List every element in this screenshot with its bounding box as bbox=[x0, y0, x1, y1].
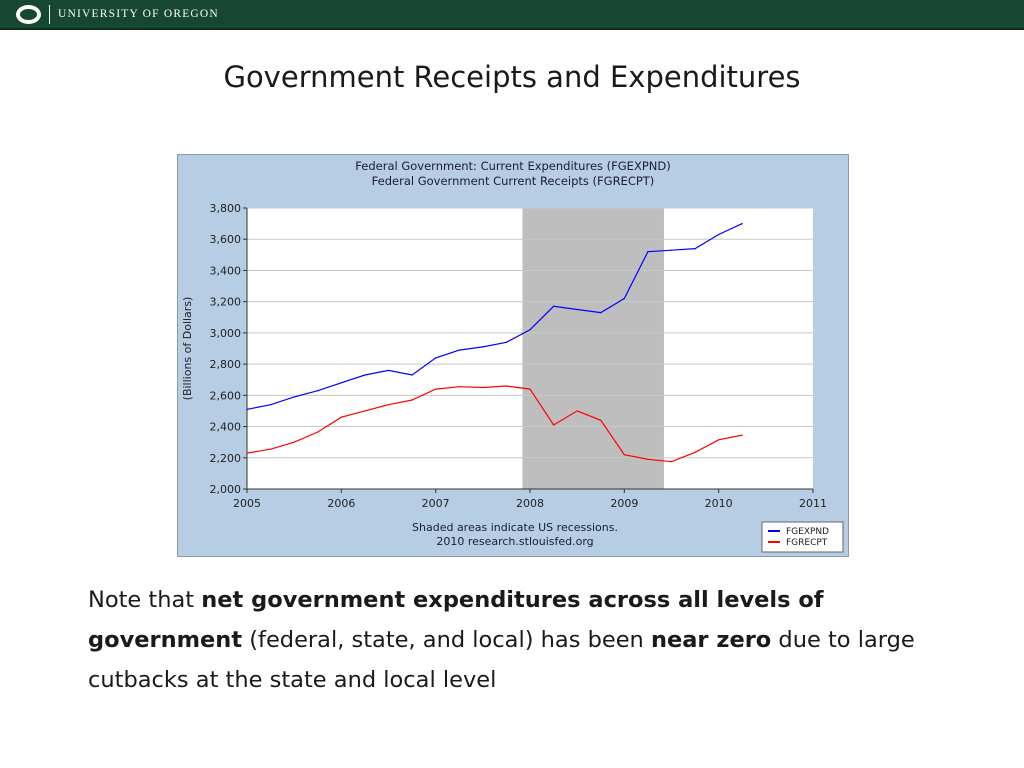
x-tick-label: 2009 bbox=[610, 497, 638, 510]
data-point-fgexpnd bbox=[600, 311, 602, 314]
x-tick-label: 2008 bbox=[516, 497, 544, 510]
data-point-fgrecpt bbox=[552, 424, 555, 426]
chart-container: 2,000 2,200 2,400 2,600 2,800 3,000 3,200 3,400… bbox=[177, 154, 849, 557]
data-point-fgexpnd bbox=[670, 249, 673, 251]
y-axis-label: (Billions of Dollars) bbox=[181, 297, 194, 401]
chart-footnote: Shaded areas indicate US recessions. bbox=[412, 521, 618, 534]
x-tick-label: 2007 bbox=[422, 497, 450, 510]
receipts-expenditures-chart: 2,000 2,200 2,400 2,600 2,800 3,000 3,200 3,400… bbox=[177, 154, 849, 557]
chart-subtitle: Federal Government Current Receipts (FGR… bbox=[372, 174, 655, 188]
data-point-fgexpnd bbox=[718, 233, 720, 236]
data-point-fgexpnd bbox=[411, 374, 413, 376]
y-tick-label: 2,000 bbox=[210, 483, 242, 496]
data-point-fgexpnd bbox=[269, 404, 272, 406]
chart-footnote: 2010 research.stlouisfed.org bbox=[436, 535, 593, 548]
y-tick-label: 3,600 bbox=[210, 233, 242, 246]
note-bold-1: net government expenditures across all l… bbox=[88, 587, 824, 653]
x-tick-label: 2005 bbox=[233, 497, 261, 510]
logo-divider bbox=[49, 5, 50, 24]
data-point-fgrecpt bbox=[600, 419, 602, 421]
data-point-fgrecpt bbox=[458, 386, 460, 388]
university-name: UNIVERSITY OF OREGON bbox=[58, 8, 219, 20]
data-point-fgexpnd bbox=[694, 247, 696, 250]
oregon-o-logo-icon bbox=[16, 5, 41, 24]
data-point-fgrecpt bbox=[576, 410, 578, 412]
data-point-fgexpnd bbox=[647, 251, 649, 253]
data-point-fgrecpt bbox=[529, 388, 531, 390]
data-point-fgexpnd bbox=[576, 308, 578, 311]
data-point-fgexpnd bbox=[364, 374, 366, 376]
legend-label-fgexpnd: FGEXPND bbox=[786, 527, 829, 537]
y-tick-label: 2,200 bbox=[210, 452, 242, 465]
chart-title: Federal Government: Current Expenditures… bbox=[355, 159, 670, 173]
university-header-bar: UNIVERSITY OF OREGON bbox=[0, 0, 1024, 30]
y-tick-label: 2,600 bbox=[210, 389, 242, 402]
y-tick-label: 2,400 bbox=[210, 421, 242, 434]
data-point-fgrecpt bbox=[623, 454, 625, 456]
data-point-fgrecpt bbox=[435, 388, 437, 390]
data-point-fgexpnd bbox=[741, 223, 743, 225]
data-point-fgexpnd bbox=[246, 408, 248, 410]
data-point-fgexpnd bbox=[505, 341, 508, 343]
x-tick-label: 2006 bbox=[327, 497, 355, 510]
data-point-fgrecpt bbox=[505, 385, 508, 387]
note-text-3: due to large cutbacks at the state and l… bbox=[88, 627, 915, 693]
data-point-fgrecpt bbox=[246, 452, 248, 454]
legend-box bbox=[761, 521, 844, 553]
y-tick-label: 3,400 bbox=[210, 264, 242, 277]
data-point-fgrecpt bbox=[670, 461, 673, 463]
series-line-fgexpnd bbox=[246, 223, 743, 410]
y-tick-label: 2,800 bbox=[210, 358, 242, 371]
data-point-fgrecpt bbox=[482, 386, 484, 389]
y-tick-label: 3,200 bbox=[210, 296, 242, 309]
data-point-fgexpnd bbox=[482, 346, 484, 348]
data-point-fgexpnd bbox=[340, 382, 342, 384]
y-tick-label: 3,800 bbox=[210, 202, 242, 215]
slide-note: Note that net government expenditures ac… bbox=[88, 580, 948, 700]
data-point-fgexpnd bbox=[552, 305, 555, 307]
data-point-fgrecpt bbox=[364, 410, 366, 412]
data-point-fgrecpt bbox=[293, 441, 295, 443]
data-point-fgexpnd bbox=[529, 329, 531, 331]
note-text-1: Note that bbox=[88, 587, 202, 613]
data-point-fgrecpt bbox=[411, 399, 413, 401]
data-point-fgexpnd bbox=[435, 357, 437, 359]
y-tick-label: 3,000 bbox=[210, 327, 242, 340]
note-bold-2: near zero bbox=[650, 627, 772, 653]
series-line-fgrecpt bbox=[246, 385, 743, 463]
data-point-fgrecpt bbox=[387, 404, 390, 406]
data-point-fgrecpt bbox=[317, 431, 319, 433]
data-point-fgrecpt bbox=[741, 434, 743, 436]
data-point-fgexpnd bbox=[387, 369, 390, 371]
note-text-2: (federal, state, and local) has been bbox=[242, 627, 651, 653]
data-point-fgrecpt bbox=[269, 448, 272, 450]
recession-shading bbox=[522, 208, 664, 489]
x-tick-label: 2011 bbox=[799, 497, 827, 510]
data-point-fgexpnd bbox=[623, 297, 625, 300]
data-point-fgrecpt bbox=[694, 451, 696, 453]
x-tick-label: 2010 bbox=[705, 497, 733, 510]
data-point-fgexpnd bbox=[458, 349, 460, 351]
data-point-fgrecpt bbox=[718, 439, 720, 441]
data-point-fgexpnd bbox=[293, 396, 295, 398]
slide-title: Government Receipts and Expenditures bbox=[223, 60, 801, 94]
data-point-fgexpnd bbox=[317, 390, 319, 392]
data-point-fgrecpt bbox=[340, 416, 342, 418]
data-point-fgrecpt bbox=[647, 458, 649, 460]
legend-label-fgrecpt: FGRECPT bbox=[786, 538, 828, 548]
